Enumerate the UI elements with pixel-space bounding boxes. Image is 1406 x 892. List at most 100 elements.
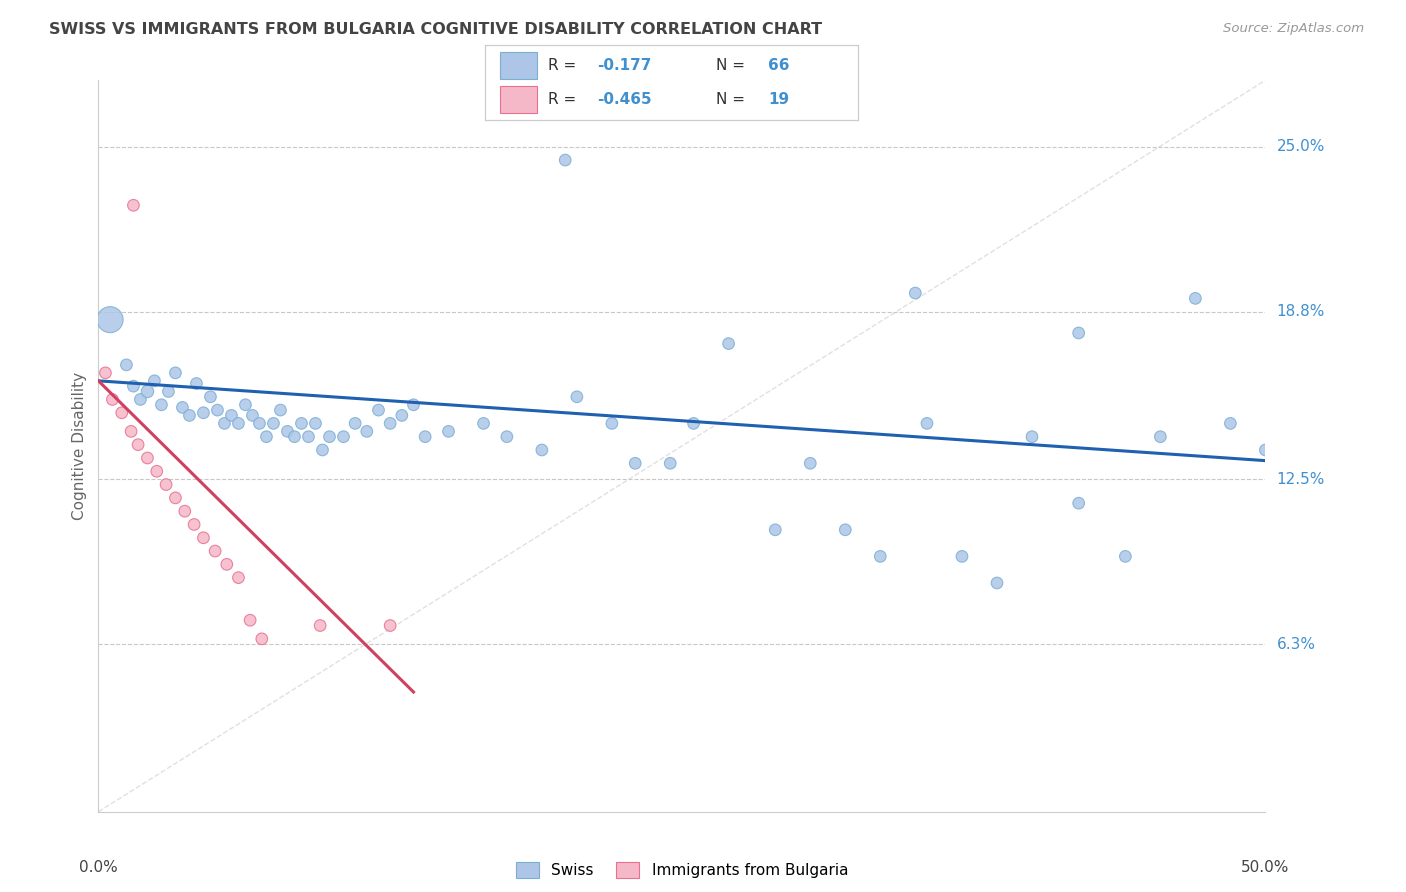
Text: 66: 66 — [768, 58, 790, 72]
Point — [150, 398, 173, 412]
Point — [380, 417, 402, 431]
Point — [1067, 496, 1090, 510]
Point — [193, 531, 215, 545]
Point — [904, 286, 927, 301]
Point — [173, 504, 195, 518]
Point — [155, 477, 177, 491]
Point — [950, 549, 973, 564]
Point — [200, 390, 222, 404]
Point — [256, 430, 278, 444]
Point — [915, 417, 938, 431]
Point — [179, 409, 201, 423]
Point — [413, 430, 436, 444]
Point — [311, 442, 333, 457]
Point — [624, 456, 647, 470]
Point — [228, 417, 250, 431]
Point — [183, 517, 205, 532]
Point — [869, 549, 891, 564]
Text: 6.3%: 6.3% — [1277, 637, 1316, 652]
Point — [204, 544, 226, 558]
Text: 12.5%: 12.5% — [1277, 472, 1324, 487]
Point — [101, 392, 124, 407]
Point — [127, 438, 149, 452]
Point — [309, 618, 332, 632]
Point — [122, 379, 145, 393]
Point — [1114, 549, 1136, 564]
Point — [437, 425, 460, 439]
Point — [228, 571, 250, 585]
Point — [682, 417, 704, 431]
Point — [565, 390, 588, 404]
Text: Source: ZipAtlas.com: Source: ZipAtlas.com — [1223, 22, 1364, 36]
Point — [283, 430, 305, 444]
Point — [269, 403, 291, 417]
Point — [242, 409, 264, 423]
Point — [600, 417, 623, 431]
Point — [115, 358, 138, 372]
Point — [207, 403, 229, 417]
Point — [157, 384, 180, 399]
Point — [1067, 326, 1090, 340]
Point — [249, 417, 271, 431]
Point — [250, 632, 273, 646]
Legend: Swiss, Immigrants from Bulgaria: Swiss, Immigrants from Bulgaria — [510, 856, 853, 885]
Point — [367, 403, 389, 417]
Point — [1254, 442, 1277, 457]
Point — [1184, 292, 1206, 306]
Point — [356, 425, 378, 439]
Point — [304, 417, 326, 431]
Point — [344, 417, 367, 431]
Point — [129, 392, 152, 407]
Point — [834, 523, 856, 537]
Point — [143, 374, 166, 388]
Text: 19: 19 — [768, 92, 789, 107]
Text: N =: N = — [716, 92, 749, 107]
Text: 18.8%: 18.8% — [1277, 304, 1324, 319]
Point — [98, 312, 121, 326]
Point — [276, 425, 298, 439]
Point — [239, 613, 262, 627]
Bar — [501, 87, 537, 112]
Point — [111, 406, 134, 420]
Text: SWISS VS IMMIGRANTS FROM BULGARIA COGNITIVE DISABILITY CORRELATION CHART: SWISS VS IMMIGRANTS FROM BULGARIA COGNIT… — [49, 22, 823, 37]
Point — [290, 417, 312, 431]
Point — [146, 464, 169, 478]
Point — [120, 425, 142, 439]
Point — [799, 456, 821, 470]
Point — [391, 409, 413, 423]
Point — [215, 558, 238, 572]
Point — [472, 417, 495, 431]
Text: 25.0%: 25.0% — [1277, 139, 1324, 154]
Point — [332, 430, 354, 444]
Point — [214, 417, 236, 431]
Point — [1021, 430, 1043, 444]
Point — [193, 406, 215, 420]
Point — [221, 409, 243, 423]
Point — [318, 430, 340, 444]
Point — [165, 366, 187, 380]
Text: 0.0%: 0.0% — [79, 860, 118, 874]
Y-axis label: Cognitive Disability: Cognitive Disability — [72, 372, 87, 520]
Point — [165, 491, 187, 505]
Point — [659, 456, 682, 470]
Point — [986, 576, 1008, 591]
Point — [297, 430, 319, 444]
Point — [402, 398, 425, 412]
Point — [717, 336, 740, 351]
Point — [235, 398, 257, 412]
Point — [136, 384, 159, 399]
Point — [136, 450, 159, 465]
Point — [496, 430, 519, 444]
Text: -0.465: -0.465 — [596, 92, 651, 107]
Point — [554, 153, 576, 167]
Point — [262, 417, 284, 431]
Point — [1219, 417, 1241, 431]
Text: N =: N = — [716, 58, 749, 72]
Point — [94, 366, 117, 380]
Point — [172, 401, 194, 415]
Point — [530, 442, 553, 457]
Bar — [501, 52, 537, 78]
Text: -0.177: -0.177 — [596, 58, 651, 72]
Text: 50.0%: 50.0% — [1241, 860, 1289, 874]
Text: R =: R = — [548, 58, 582, 72]
